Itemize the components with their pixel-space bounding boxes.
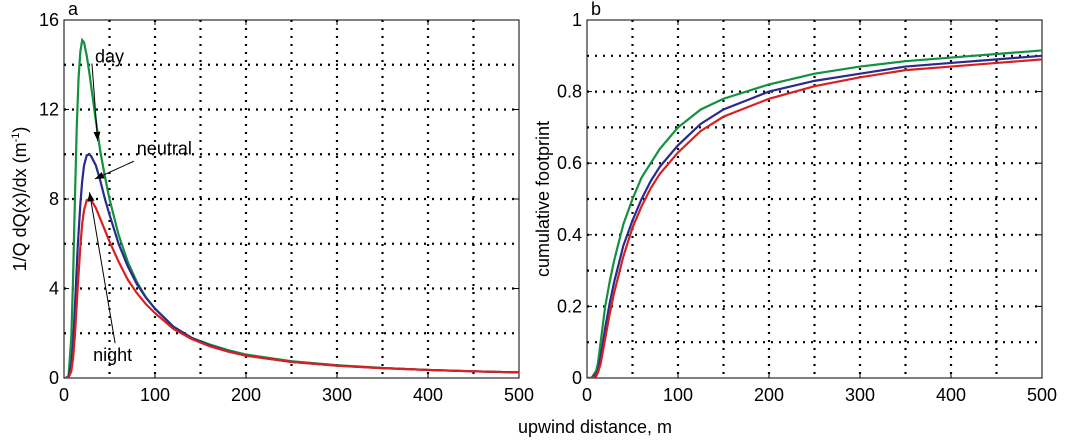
panel-b-ytick-label: 0.6 [557, 153, 582, 173]
panel-a-ytick-label: 8 [49, 189, 59, 209]
panel-a-xtick-label: 0 [59, 385, 69, 405]
panel-a-xtick-label: 100 [140, 385, 170, 405]
annotation-day: day [95, 47, 124, 67]
panel-b-y-axis-label: cumulative footprint [533, 121, 553, 277]
panel-b-ytick-label: 0 [572, 368, 582, 388]
panel-a-xtick-label: 200 [231, 385, 261, 405]
panel-b-xtick-label: 200 [754, 385, 784, 405]
panel-a-series-day [65, 37, 519, 378]
panel-b-letter: b [591, 0, 601, 19]
panel-a-chart: 0 100 200 300 400 500 0 4 8 12 16 a 1/Q dQ(x)/dx (m-… [10, 0, 534, 405]
panel-b-xtick-label: 300 [845, 385, 875, 405]
panel-a-ytick-label: 4 [49, 279, 59, 299]
annotation-arrowhead-night [87, 192, 95, 202]
panel-b-series-night [587, 58, 1042, 378]
y-axis-label-superscript: -1 [10, 133, 22, 143]
panel-b-ytick-label: 1 [572, 10, 582, 30]
annotation-neutral: neutral [137, 138, 192, 158]
panel-a-y-axis-label: 1/Q dQ(x)/dx (m-1) [10, 127, 30, 272]
panel-b-series-neutral [587, 54, 1042, 378]
panel-a-ytick-label: 0 [49, 368, 59, 388]
panel-b-xtick-label: 500 [1027, 385, 1057, 405]
panel-a-series-neutral [65, 152, 519, 378]
panel-a-xtick-label: 400 [413, 385, 443, 405]
panel-a-series-night [65, 197, 519, 378]
annotation-arrow-day [91, 63, 99, 141]
panel-b-xtick-label: 100 [663, 385, 693, 405]
y-axis-label-close: ) [10, 127, 30, 133]
panel-b-ytick-label: 0.4 [557, 225, 582, 245]
panel-b-chart: 0 100 200 300 400 500 0 0.2 0.4 0.6 0.8 1b cumulativ… [533, 0, 1057, 405]
panel-a-xtick-label: 500 [504, 385, 534, 405]
annotation-arrowhead-day [93, 131, 101, 141]
panel-a-ytick-label: 16 [39, 10, 59, 30]
annotation-arrow-night [88, 192, 116, 344]
annotation-arrowhead-neutral [94, 171, 105, 179]
panel-b-ytick-label: 0.8 [557, 82, 582, 102]
panel-a-ytick-label: 12 [39, 100, 59, 120]
panel-b-ytick-label: 0.2 [557, 296, 582, 316]
annotation-night: night [93, 345, 132, 365]
panel-b-xtick-label: 0 [582, 385, 592, 405]
panel-a-xtick-label: 300 [322, 385, 352, 405]
shared-x-axis-label: upwind distance, m [518, 417, 672, 437]
panel-b-frame [586, 19, 1043, 379]
panel-a-letter: a [68, 0, 79, 19]
panel-b-series-day [587, 49, 1042, 378]
panel-b-xtick-label: 400 [936, 385, 966, 405]
